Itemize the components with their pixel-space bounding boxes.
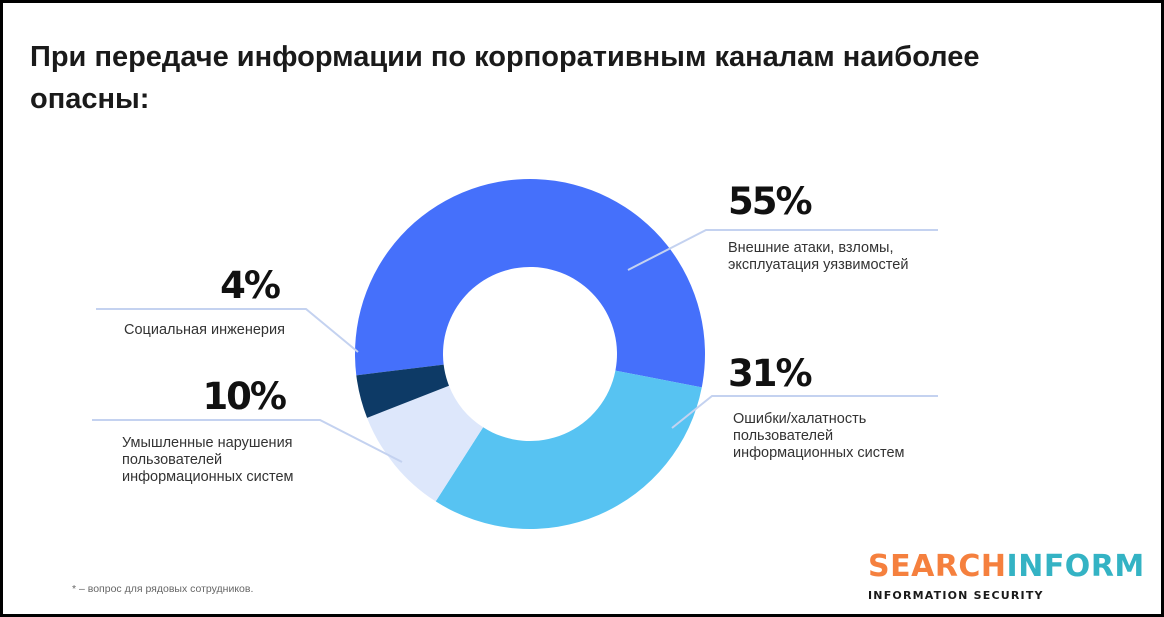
logo-wordmark: SEARCHINFORM [868, 549, 1145, 585]
donut-slice-1 [435, 370, 702, 529]
searchinform-logo: SEARCHINFORM INFORMATION SECURITY [868, 549, 1145, 602]
slice-label-0: Внешние атаки, взломы, эксплуатация уязви… [728, 240, 908, 273]
slice-label-line: Внешние атаки, взломы, [728, 240, 894, 256]
slice-label-1: Ошибки/халатность пользователей информацио… [733, 411, 905, 461]
donut-slice-0 [355, 178, 705, 388]
slice-percent-3: 4% [220, 264, 280, 307]
slice-annotation-0: 55% Внешние атаки, взломы, эксплуатация уя… [627, 180, 938, 273]
slice-label-2: Умышленные нарушения пользователей информа… [122, 435, 294, 485]
logo-subtitle: INFORMATION SECURITY [868, 589, 1044, 602]
slice-label-line: пользователей [122, 452, 222, 468]
slice-percent-2: 10% [202, 375, 285, 418]
donut-slices [355, 178, 705, 529]
logo-word-inform: INFORM [1006, 549, 1145, 584]
slice-label-line: Умышленные нарушения [122, 435, 293, 451]
slice-label-line: Ошибки/халатность [733, 411, 866, 427]
logo-word-search: SEARCH [868, 549, 1007, 584]
slice-label-line: эксплуатация уязвимостей [728, 257, 908, 273]
donut-slice-2 [367, 385, 484, 502]
leader-line-1 [671, 395, 938, 429]
slice-label-line: информационных систем [122, 469, 294, 485]
slice-annotation-3: 4% Социальная инженерия [96, 264, 359, 353]
slice-label-line: пользователей [733, 428, 833, 444]
slice-annotation-2: 10% Умышленные нарушения пользователей инфо… [92, 375, 403, 485]
slice-percent-0: 55% [728, 180, 811, 223]
slice-label-line: информационных систем [733, 445, 905, 461]
footnote: * – вопрос для рядовых сотрудников. [72, 583, 254, 595]
slice-percent-1: 31% [728, 352, 811, 395]
page-title: При передаче информации по корпоративным… [30, 41, 980, 115]
slice-label-line: Социальная инженерия [124, 322, 285, 338]
leader-line-2 [92, 419, 403, 463]
leader-line-0 [627, 229, 938, 271]
leader-line-3 [96, 308, 359, 353]
donut-slice-3 [356, 364, 449, 418]
slice-annotation-1: 31% Ошибки/халатность пользователей информа… [671, 352, 938, 461]
slice-label-3: Социальная инженерия [124, 322, 285, 338]
